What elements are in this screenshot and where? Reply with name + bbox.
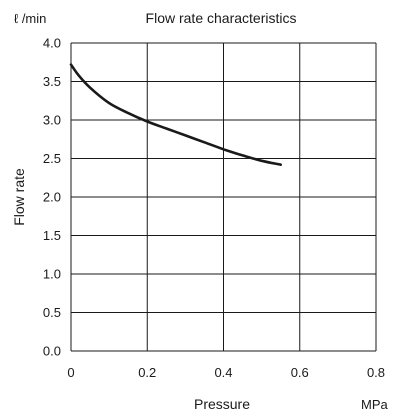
x-tick-labels: 0 0.2 0.4 0.6 0.8 [67, 365, 385, 380]
chart-title: Flow rate characteristics [146, 10, 297, 26]
y-tick-label: 2.0 [43, 190, 61, 205]
x-tick-label: 0.8 [367, 365, 385, 380]
x-tick-label: 0 [67, 365, 74, 380]
series-line-0 [69, 63, 282, 166]
y-tick-label: 1.5 [43, 228, 61, 243]
y-tick-label: 4.0 [43, 36, 61, 51]
series-layer [69, 63, 282, 166]
y-tick-label: 1.0 [43, 267, 61, 282]
y-tick-labels: 0.0 0.5 1.0 1.5 2.0 2.5 3.0 3.5 4.0 [43, 36, 61, 359]
y-tick-label: 2.5 [43, 151, 61, 166]
y-tick-label: 0.5 [43, 305, 61, 320]
y-tick-label: 0.0 [43, 344, 61, 359]
y-axis-label: Flow rate [11, 168, 27, 226]
y-unit-label: ℓ /min [14, 11, 46, 26]
x-tick-label: 0.4 [214, 365, 232, 380]
x-tick-label: 0.6 [291, 365, 309, 380]
x-tick-label: 0.2 [138, 365, 156, 380]
y-tick-label: 3.0 [43, 113, 61, 128]
grid [70, 42, 377, 352]
x-unit-label: MPa [361, 397, 389, 412]
x-axis-label: Pressure [194, 396, 250, 412]
y-tick-label: 3.5 [43, 74, 61, 89]
